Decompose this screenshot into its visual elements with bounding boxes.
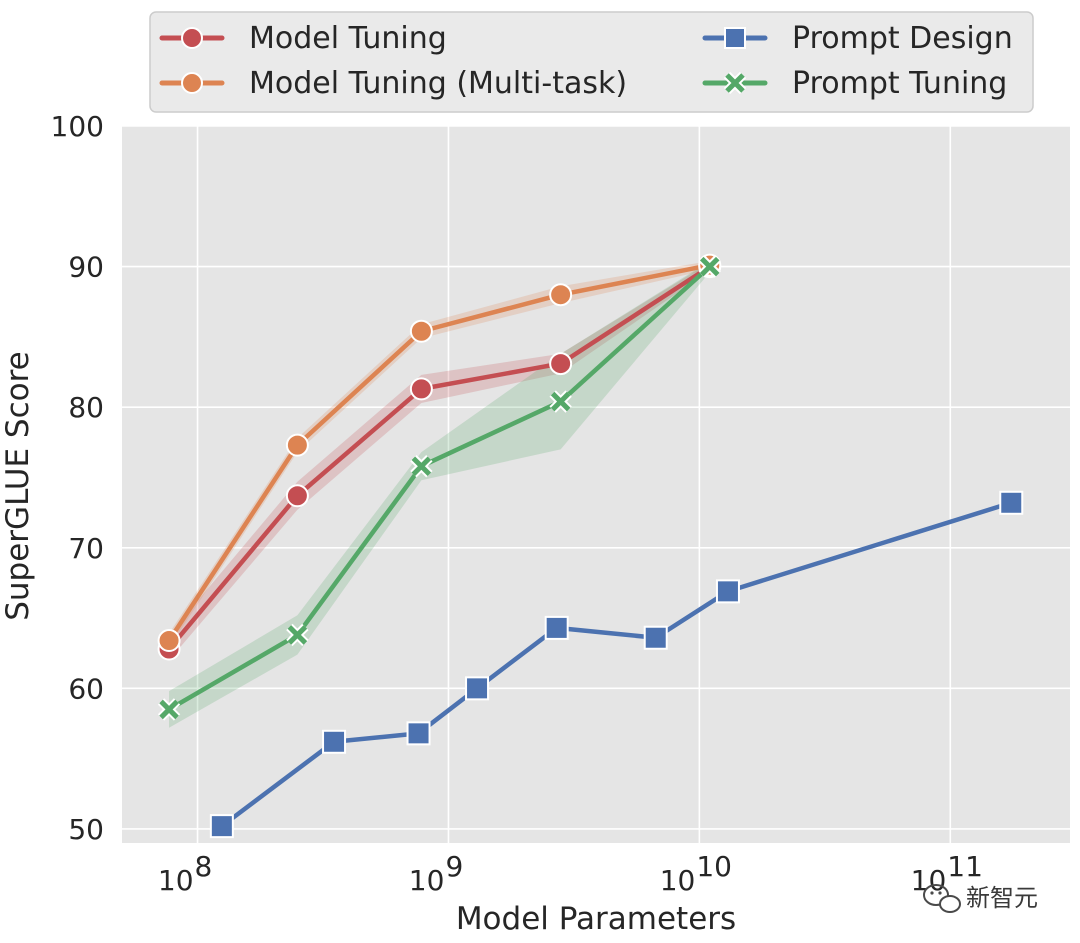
x-tick-label: 10 9 bbox=[409, 850, 463, 897]
watermark-text: 新智元 bbox=[966, 884, 1038, 912]
y-tick-label: 100 bbox=[51, 110, 104, 143]
band-model-tuning bbox=[169, 262, 710, 661]
legend-marker-prompt-tuning-core bbox=[725, 73, 745, 93]
line-prompt-design bbox=[219, 500, 1014, 829]
y-tick-label: 50 bbox=[68, 813, 104, 846]
y-tick-label: 90 bbox=[68, 251, 104, 284]
legend-label-prompt-tuning: Prompt Tuning bbox=[792, 66, 1007, 101]
point-prompt-design bbox=[715, 579, 740, 604]
legend: Model Tuning Model Tuning (Multi-task) P… bbox=[149, 11, 1034, 113]
point-model-tuning-multitask bbox=[285, 433, 309, 457]
y-tick-label: 80 bbox=[68, 391, 104, 424]
y-tick-label: 60 bbox=[68, 672, 104, 705]
x-tick-exponent: 11 bbox=[947, 850, 983, 883]
x-tick-base: 10 bbox=[158, 864, 194, 897]
x-tick-label: 10 10 bbox=[660, 850, 732, 897]
x-tick-base: 10 bbox=[409, 864, 445, 897]
legend-item-model-tuning-multitask: Model Tuning (Multi-task) bbox=[159, 66, 627, 101]
legend-label-model-tuning-multitask: Model Tuning (Multi-task) bbox=[249, 66, 627, 101]
legend-marker-model-tuning-multitask bbox=[181, 72, 203, 94]
legend-item-model-tuning: Model Tuning bbox=[159, 21, 447, 56]
point-prompt-design bbox=[322, 729, 347, 754]
grid-lines bbox=[122, 125, 1070, 843]
x-axis-ticks: 10 8 10 9 10 10 10 11 bbox=[158, 850, 983, 897]
legend-label-model-tuning: Model Tuning bbox=[249, 21, 447, 56]
point-model-tuning bbox=[285, 484, 309, 508]
point-prompt-tuning bbox=[549, 390, 572, 413]
point-prompt-tuning bbox=[698, 255, 721, 278]
legend-item-prompt-tuning: Prompt Tuning bbox=[702, 66, 1007, 101]
point-model-tuning-multitask bbox=[549, 283, 573, 307]
watermark: 新智元 bbox=[923, 884, 1038, 913]
band-prompt-tuning bbox=[169, 260, 710, 728]
point-model-tuning bbox=[549, 352, 573, 376]
x-tick-label: 10 8 bbox=[158, 850, 212, 897]
x-tick-exponent: 9 bbox=[445, 850, 463, 883]
point-prompt-design bbox=[544, 615, 569, 640]
y-axis-label: SuperGLUE Score bbox=[0, 351, 36, 621]
series-markers bbox=[157, 253, 1024, 839]
legend-marker-prompt-design bbox=[724, 27, 746, 49]
legend-item-prompt-design: Prompt Design bbox=[702, 21, 1013, 56]
plot-background bbox=[122, 126, 1070, 843]
y-tick-label: 70 bbox=[68, 532, 104, 565]
point-prompt-design bbox=[465, 676, 490, 701]
point-prompt-tuning bbox=[157, 698, 181, 721]
point-model-tuning-multitask bbox=[157, 629, 181, 653]
legend-box bbox=[149, 11, 1034, 113]
point-prompt-design bbox=[643, 625, 668, 650]
point-model-tuning-multitask bbox=[409, 319, 433, 343]
x-tick-exponent: 8 bbox=[195, 850, 213, 883]
y-axis-ticks: 50 60 70 80 90 100 bbox=[51, 110, 104, 846]
wechat-icon bbox=[923, 884, 961, 913]
point-prompt-tuning bbox=[286, 623, 309, 647]
legend-label-prompt-design: Prompt Design bbox=[792, 21, 1013, 56]
point-prompt-tuning bbox=[410, 455, 433, 478]
point-prompt-design bbox=[999, 490, 1024, 515]
legend-marker-model-tuning bbox=[181, 27, 203, 49]
confidence-bands bbox=[169, 260, 710, 728]
point-prompt-design bbox=[209, 814, 234, 839]
x-tick-exponent: 10 bbox=[696, 850, 732, 883]
point-prompt-design bbox=[406, 721, 431, 746]
point-model-tuning bbox=[409, 377, 433, 401]
x-tick-base: 10 bbox=[660, 864, 696, 897]
x-axis-label: Model Parameters bbox=[456, 901, 736, 937]
